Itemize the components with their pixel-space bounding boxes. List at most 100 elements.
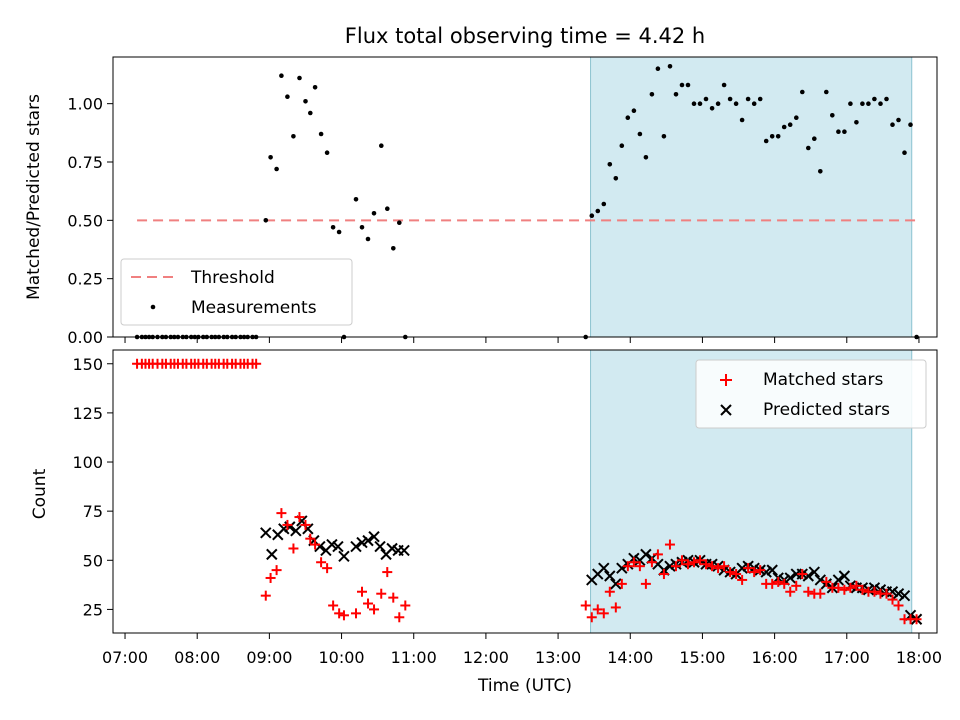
matched-point [616, 578, 627, 589]
measurement-point [336, 229, 342, 235]
measurement-point [637, 131, 643, 137]
measurement-point [824, 89, 829, 95]
bottom-xtick-label: 13:00 [535, 648, 581, 667]
measurement-point [727, 96, 733, 102]
matched-point [300, 519, 311, 530]
measurement-point [397, 220, 402, 225]
matched-point [350, 608, 361, 619]
measurement-point [308, 110, 313, 116]
matched-point [282, 519, 293, 530]
matched-point [755, 565, 766, 576]
bottom-ytick-label: 75 [83, 502, 103, 521]
measurement-point [274, 166, 279, 172]
matched-point [646, 557, 657, 568]
matched-point [791, 580, 802, 591]
matched-point [622, 561, 633, 572]
matched-point [695, 555, 706, 566]
matched-point [725, 567, 736, 578]
top-ytick-label: 0.75 [67, 153, 103, 172]
matched-point [271, 565, 282, 576]
bottom-ytick-label: 50 [83, 551, 103, 570]
measurement-point [673, 92, 679, 97]
bottom-panel: 25 50 75 100 125 150 07:00 08:00 09:00 10:00 11:0… [30, 349, 942, 696]
matched-point [676, 555, 687, 566]
measurement-point [806, 145, 811, 151]
bottom-xlabel: Time (UTC) [477, 676, 572, 696]
predicted-point [616, 562, 628, 574]
measurement-point [607, 162, 613, 167]
measurement-point [619, 143, 625, 148]
matched-point [664, 539, 675, 550]
matched-point [815, 588, 826, 599]
predicted-legend-swatch [720, 404, 732, 416]
measurement-point [697, 101, 703, 106]
matched-point [251, 358, 262, 369]
top-panel: 0.00 0.25 0.50 0.75 1.00 Flux total observin… [24, 24, 938, 347]
matched-legend-label: Matched stars [763, 370, 883, 390]
matched-point [833, 582, 844, 593]
predicted-point [350, 540, 362, 553]
predicted-point [808, 566, 821, 578]
measurement-point [848, 101, 853, 106]
predicted-point [290, 525, 302, 537]
matched-point [388, 592, 399, 603]
measurement-point [595, 208, 601, 214]
bottom-ytick-label: 125 [72, 404, 103, 423]
measurement-point [279, 73, 284, 78]
matched-point [743, 563, 754, 574]
measurement-point [359, 225, 365, 230]
bottom-ylabel: Count [30, 468, 50, 519]
matched-point [773, 576, 784, 587]
matched-point [851, 580, 862, 591]
measurement-point [385, 206, 390, 211]
measurement-point [842, 129, 847, 134]
measurement-point [715, 101, 721, 106]
measurement-point [745, 96, 751, 102]
threshold-legend-label: Threshold [190, 268, 275, 288]
measurement-point [667, 64, 673, 69]
measurement-point [854, 120, 859, 125]
matched-point [363, 598, 374, 609]
matched-point [604, 586, 615, 597]
measurement-point [303, 99, 308, 104]
matched-point [580, 600, 591, 611]
bottom-xtick-label: 07:00 [102, 648, 148, 667]
measurement-point [836, 129, 841, 134]
bottom-ytick-label: 100 [72, 453, 103, 472]
predicted-point [266, 548, 278, 561]
predicted-point [640, 548, 652, 561]
matched-point [334, 608, 345, 619]
measurement-point [353, 197, 359, 202]
measurement-point [679, 82, 685, 88]
measurement-point [709, 106, 715, 111]
top-ylabel: Matched/Predicted stars [24, 94, 44, 300]
chart-title: Flux total observing time = 4.42 h [345, 24, 705, 48]
measurement-point [830, 113, 835, 118]
matched-point [682, 559, 693, 570]
predicted-point [610, 578, 622, 590]
matched-point [400, 600, 411, 611]
measurement-point [872, 96, 877, 102]
predicted-point [260, 527, 272, 539]
top-ytick-label: 0.00 [67, 328, 103, 347]
measurement-point [631, 108, 637, 113]
measurement-point [739, 117, 745, 123]
predicted-point [368, 530, 380, 543]
bottom-xtick-label: 10:00 [319, 648, 365, 667]
bottom-xtick-label: 18:00 [896, 648, 942, 667]
bottom-xtick-label: 12:00 [463, 648, 509, 667]
predicted-point [398, 544, 410, 557]
matched-point [288, 543, 299, 554]
predicted-point [598, 562, 610, 574]
matched-point [322, 563, 333, 574]
measurement-point [365, 236, 371, 242]
bottom-xtick-label: 08:00 [174, 648, 220, 667]
measurement-point [866, 101, 871, 106]
matched-point [592, 604, 603, 615]
matched-point [658, 569, 669, 580]
measurement-point [902, 150, 907, 155]
matched-point [797, 569, 808, 580]
measurement-point [794, 115, 799, 120]
matched-point [265, 572, 276, 583]
predicted-point [784, 572, 796, 584]
